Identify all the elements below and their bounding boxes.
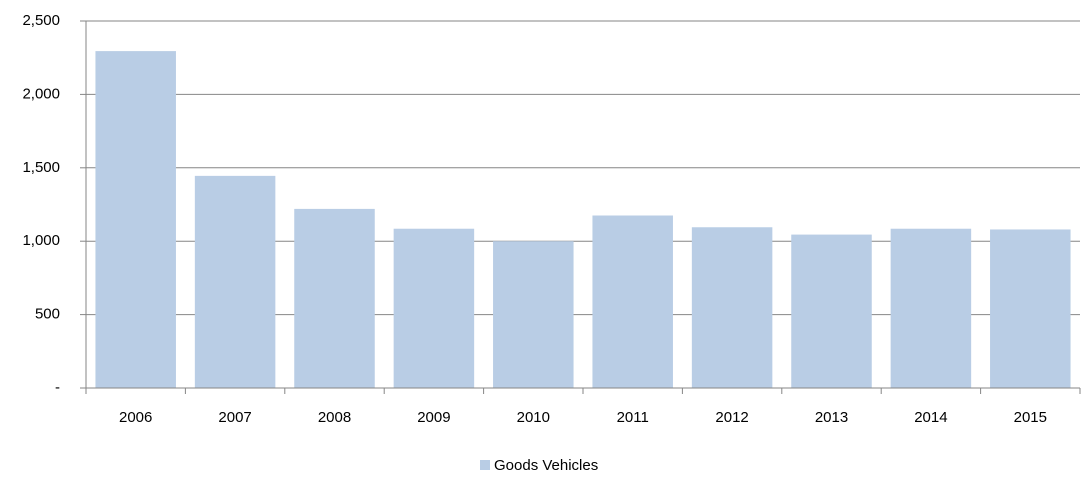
bar (95, 51, 176, 389)
bar (393, 228, 475, 388)
y-tick-label: 1,500 (22, 159, 60, 176)
x-tick-label: 2014 (914, 409, 947, 426)
x-tick-label: 2010 (517, 409, 550, 426)
bar (493, 241, 574, 388)
bar (691, 227, 773, 388)
legend-label: Goods Vehicles (494, 457, 598, 474)
bar (791, 234, 872, 388)
x-tick-label: 2015 (1014, 409, 1047, 426)
bar (990, 229, 1071, 388)
x-tick-label: 2008 (318, 409, 351, 426)
y-tick-label: 2,000 (22, 85, 60, 102)
bar (194, 175, 276, 388)
y-tick-label: 500 (35, 306, 60, 323)
x-tick-label: 2009 (417, 409, 450, 426)
x-tick-label: 2006 (119, 409, 152, 426)
bar (294, 208, 375, 388)
x-tick-label: 2011 (617, 409, 649, 426)
x-tick-label: 2007 (218, 409, 251, 426)
y-tick-label: - (55, 379, 60, 396)
legend-marker (480, 460, 490, 470)
x-tick-label: 2012 (715, 409, 748, 426)
y-tick-label: 1,000 (22, 232, 60, 249)
bar (890, 228, 972, 388)
y-tick-label: 2,500 (22, 12, 60, 29)
x-tick-label: 2013 (815, 409, 848, 426)
bar (592, 215, 673, 388)
